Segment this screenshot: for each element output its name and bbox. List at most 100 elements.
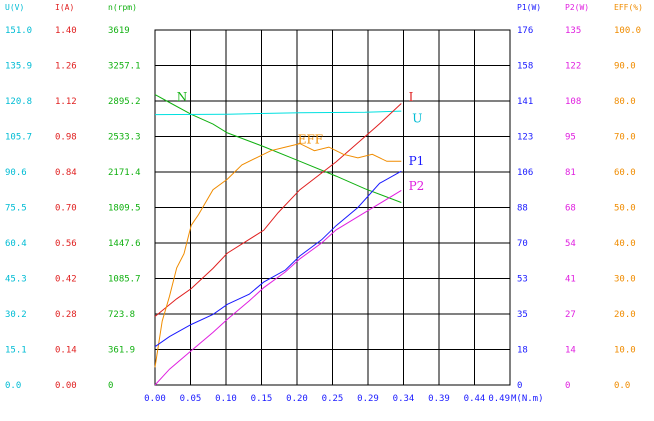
left-axis-tick-label: 90.6 xyxy=(5,168,27,178)
right-axis-tick-label: 27 xyxy=(565,310,576,320)
x-axis-tick-label: 0.34 xyxy=(393,394,415,404)
left-axis-tick-label: 1.40 xyxy=(55,26,77,36)
curve-labels: N UI EFF P1 P2 xyxy=(177,90,425,193)
right-axis-title: P2(W) xyxy=(565,3,589,12)
right-axis-tick-label: 141 xyxy=(517,97,533,107)
curve-label-i: I xyxy=(409,90,414,104)
left-axis-tick-label: 2533.3 xyxy=(108,133,141,143)
right-axis-tick-label: 10.0 xyxy=(614,346,636,356)
left-axis-tick-label: 2895.2 xyxy=(108,97,141,107)
curve-label-eff: EFF xyxy=(298,133,323,147)
right-axis-tick-label: 35 xyxy=(517,310,528,320)
left-axis-tick-label: 1.12 xyxy=(55,97,77,107)
x-axis-title: M(N.m) xyxy=(511,394,544,404)
left-axis-tick-label: 75.5 xyxy=(5,204,27,214)
left-axis-tick-label: 3257.1 xyxy=(108,62,141,72)
right-axis-tick-label: 90.0 xyxy=(614,62,636,72)
x-axis-tick-label: 0.44 xyxy=(464,394,486,404)
curve-label-p1: P1 xyxy=(409,154,425,168)
left-axis-tick-label: 0.14 xyxy=(55,346,77,356)
right-axis-tick-label: 50.0 xyxy=(614,204,636,214)
x-axis-tick-label: 0.49 xyxy=(488,394,510,404)
series-line-eff xyxy=(154,143,402,368)
left-axes: U(V) 0.0 15.1 30.2 45.3 60.4 75.5 90.6 105.7 120.… xyxy=(5,3,141,391)
left-axis-tick-label: 60.4 xyxy=(5,239,27,249)
right-axis-tick-label: 54 xyxy=(565,239,576,249)
right-axis-tick-label: 0 xyxy=(565,381,570,391)
left-axis-tick-label: 105.7 xyxy=(5,133,32,143)
right-axis-title: P1(W) xyxy=(517,3,541,12)
x-axis-tick-label: 0.10 xyxy=(215,394,237,404)
right-axis-tick-label: 70 xyxy=(517,239,528,249)
left-axis-tick-label: 30.2 xyxy=(5,310,27,320)
right-axis-tick-label: 20.0 xyxy=(614,310,636,320)
right-axis-tick-label: 14 xyxy=(565,346,576,356)
left-axis-tick-label: 3619 xyxy=(108,26,130,36)
series-line-n xyxy=(154,94,402,203)
left-axis-title: n(rpm) xyxy=(108,3,137,12)
x-axis-tick-label: 0.05 xyxy=(180,394,202,404)
right-axes: P1(W) 0 18 35 53 70 88 106 123 141 158 176 P2(W) 0 14 2… xyxy=(517,3,643,391)
right-axis-tick-label: 123 xyxy=(517,133,533,143)
left-axis-tick-label: 1085.7 xyxy=(108,275,141,285)
right-axis-tick-label: 41 xyxy=(565,275,576,285)
right-axis-tick-label: 68 xyxy=(565,204,576,214)
right-axis-tick-label: 53 xyxy=(517,275,528,285)
left-axis-tick-label: 361.9 xyxy=(108,346,135,356)
right-axis-tick-label: 176 xyxy=(517,26,533,36)
left-axis-tick-label: 0.98 xyxy=(55,133,77,143)
right-axis-tick-label: 100.0 xyxy=(614,26,641,36)
right-axis-tick-label: 106 xyxy=(517,168,533,178)
right-axis-tick-label: 88 xyxy=(517,204,528,214)
left-axis-title: I(A) xyxy=(55,3,74,12)
curve-label-n: N xyxy=(177,90,188,104)
right-axis-tick-label: 70.0 xyxy=(614,133,636,143)
left-axis-tick-label: 0.70 xyxy=(55,204,77,214)
left-axis-tick-label: 151.0 xyxy=(5,26,32,36)
left-axis-tick-label: 1.26 xyxy=(55,62,77,72)
left-axis-tick-label: 723.8 xyxy=(108,310,135,320)
x-axis-tick-label: 0.15 xyxy=(251,394,273,404)
right-axis-title: EFF(%) xyxy=(614,3,643,12)
left-axis-tick-label: 2171.4 xyxy=(108,168,141,178)
curve-label-u: U xyxy=(412,111,422,125)
right-axis-tick-label: 108 xyxy=(565,97,581,107)
right-axis-tick-label: 122 xyxy=(565,62,581,72)
left-axis-tick-label: 1447.6 xyxy=(108,239,141,249)
right-axis-tick-label: 0 xyxy=(517,381,522,391)
right-axis-tick-label: 80.0 xyxy=(614,97,636,107)
left-axis-title: U(V) xyxy=(5,3,24,12)
right-axis-tick-label: 30.0 xyxy=(614,275,636,285)
x-axis-tick-label: 0.39 xyxy=(428,394,450,404)
left-axis-tick-label: 0.84 xyxy=(55,168,77,178)
right-axis-tick-label: 0.0 xyxy=(614,381,630,391)
series-line-p1 xyxy=(154,170,402,348)
left-axis-tick-label: 45.3 xyxy=(5,275,27,285)
right-axis-tick-label: 40.0 xyxy=(614,239,636,249)
right-axis-tick-label: 95 xyxy=(565,133,576,143)
x-axis-tick-label: 0.25 xyxy=(322,394,344,404)
left-axis-tick-label: 135.9 xyxy=(5,62,32,72)
x-axis-tick-label: 0.20 xyxy=(286,394,308,404)
left-axis-tick-label: 0.0 xyxy=(5,381,21,391)
right-axis-tick-label: 81 xyxy=(565,168,576,178)
right-axis-tick-label: 60.0 xyxy=(614,168,636,178)
left-axis-tick-label: 0.28 xyxy=(55,310,77,320)
left-axis-tick-label: 0.56 xyxy=(55,239,77,249)
left-axis-tick-label: 15.1 xyxy=(5,346,27,356)
x-axis-tick-label: 0.00 xyxy=(144,394,166,404)
right-axis-tick-label: 18 xyxy=(517,346,528,356)
left-axis-tick-label: 0 xyxy=(108,381,113,391)
right-axis-tick-label: 158 xyxy=(517,62,533,72)
plot-grid xyxy=(154,29,511,386)
series-line-i xyxy=(154,103,402,317)
left-axis-tick-label: 0.42 xyxy=(55,275,77,285)
x-axis: 0.00 0.05 0.10 0.15 0.20 0.25 0.29 0.34 0.39 0.44… xyxy=(144,394,543,404)
series-line-p2 xyxy=(154,189,402,386)
x-axis-tick-label: 0.29 xyxy=(357,394,379,404)
series-group xyxy=(154,94,402,386)
curve-label-p2: P2 xyxy=(409,179,425,193)
left-axis-tick-label: 120.8 xyxy=(5,97,32,107)
series-line-u xyxy=(154,110,402,116)
